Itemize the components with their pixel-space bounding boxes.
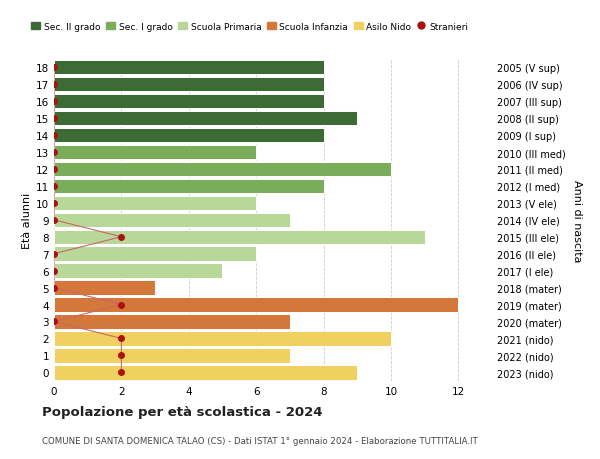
Text: COMUNE DI SANTA DOMENICA TALAO (CS) - Dati ISTAT 1° gennaio 2024 - Elaborazione : COMUNE DI SANTA DOMENICA TALAO (CS) - Da… — [42, 436, 478, 445]
Bar — [54, 95, 323, 109]
Point — [116, 335, 126, 342]
Bar — [54, 146, 256, 160]
Point — [49, 200, 59, 207]
Bar — [54, 348, 290, 363]
Point — [49, 81, 59, 89]
Point — [49, 132, 59, 140]
Bar — [54, 331, 391, 346]
Bar — [54, 264, 223, 278]
Bar — [54, 179, 323, 194]
Bar — [54, 78, 323, 92]
Bar — [54, 365, 357, 380]
Point — [49, 115, 59, 123]
Bar — [54, 213, 290, 228]
Bar — [54, 298, 458, 312]
Y-axis label: Anni di nascita: Anni di nascita — [572, 179, 582, 262]
Point — [116, 369, 126, 376]
Bar — [54, 162, 391, 177]
Legend: Sec. II grado, Sec. I grado, Scuola Primaria, Scuola Infanzia, Asilo Nido, Stran: Sec. II grado, Sec. I grado, Scuola Prim… — [28, 19, 472, 35]
Point — [49, 268, 59, 275]
Point — [49, 98, 59, 106]
Point — [49, 217, 59, 224]
Point — [49, 149, 59, 157]
Bar — [54, 314, 290, 329]
Bar — [54, 281, 155, 295]
Bar — [54, 247, 256, 261]
Point — [49, 251, 59, 258]
Point — [116, 234, 126, 241]
Point — [49, 64, 59, 72]
Bar — [54, 196, 256, 211]
Y-axis label: Età alunni: Età alunni — [22, 192, 32, 248]
Point — [49, 166, 59, 173]
Bar — [54, 112, 357, 126]
Point — [49, 284, 59, 291]
Point — [116, 352, 126, 359]
Text: Popolazione per età scolastica - 2024: Popolazione per età scolastica - 2024 — [42, 405, 323, 419]
Point — [116, 301, 126, 308]
Bar — [54, 230, 425, 244]
Point — [49, 318, 59, 325]
Bar — [54, 129, 323, 143]
Point — [49, 183, 59, 190]
Bar — [54, 61, 323, 75]
